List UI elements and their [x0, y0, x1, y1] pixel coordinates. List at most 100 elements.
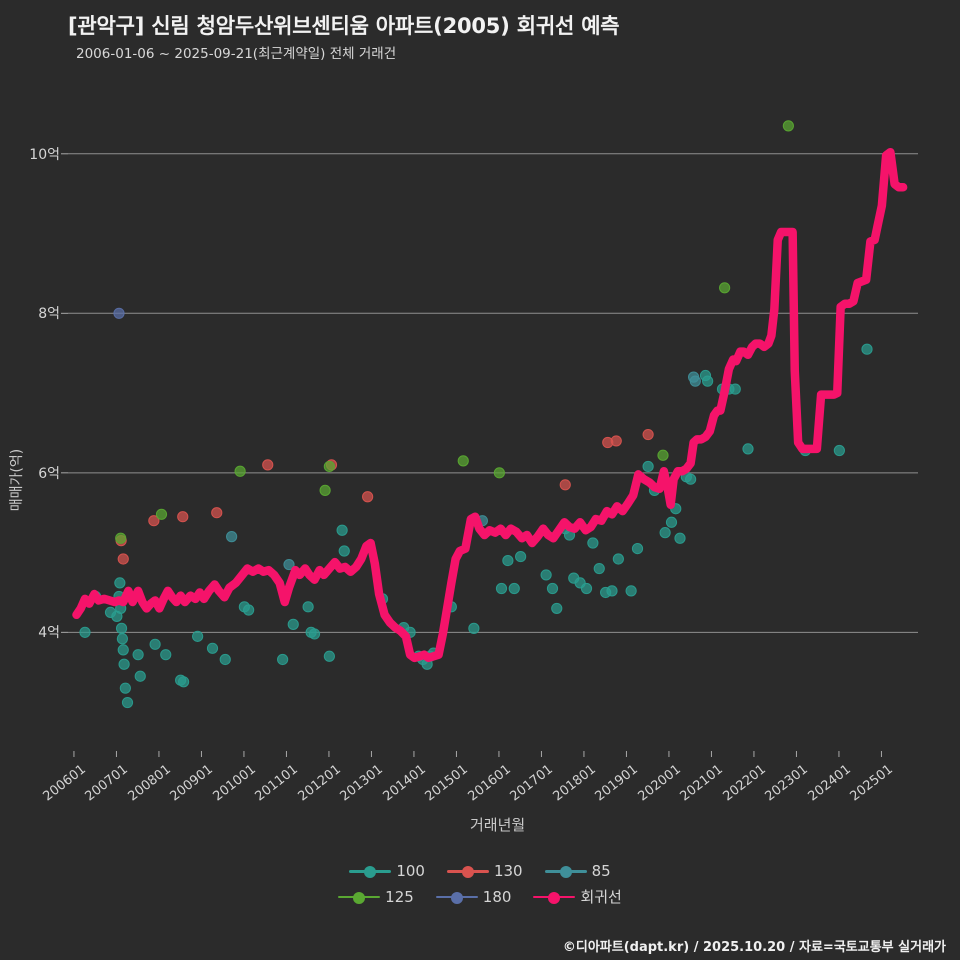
y-axis-ticks: [61, 153, 68, 633]
scatter-point: [559, 479, 571, 491]
scatter-point: [79, 626, 91, 638]
y-axis-title: 매매가(억): [9, 448, 25, 512]
gridlines: [68, 153, 918, 633]
legend-row: 125 180 회귀선: [329, 886, 631, 907]
scatter-point: [117, 644, 129, 656]
scatter-point: [689, 375, 701, 387]
scatter-point: [115, 532, 127, 544]
scatter-point: [612, 553, 624, 565]
regression-line: [72, 147, 908, 663]
scatter-point: [642, 428, 654, 441]
footer-credit: ©디아파트(dapt.kr) / 2025.10.20 / 자료=국토교통부 실…: [562, 940, 946, 955]
scatter-point: [323, 650, 335, 662]
scatter-point: [116, 633, 129, 645]
scatter-point: [338, 545, 350, 557]
scatter-series-130: [115, 428, 654, 565]
scatter-point: [323, 460, 335, 473]
scatter-point: [631, 543, 644, 555]
scatter-point: [508, 582, 520, 595]
scatter-point: [118, 658, 130, 670]
scatter-point: [287, 618, 299, 630]
legend-item-회귀선[interactable]: 회귀선: [533, 886, 622, 907]
scatter-point: [729, 383, 741, 395]
legend-item-85[interactable]: 85: [544, 862, 611, 880]
legend-row: 100 130 85: [340, 862, 619, 880]
scatter-point: [495, 582, 508, 595]
scatter-point: [502, 554, 514, 567]
legend-label: 130: [493, 862, 523, 880]
y-tick-label: 4억: [38, 625, 60, 642]
scatter-point: [457, 455, 469, 467]
legend-dot-swatch: [353, 891, 366, 904]
scatter-point: [610, 435, 622, 447]
scatter-point: [362, 491, 374, 503]
scatter-point: [625, 585, 637, 597]
y-tick-label: 6억: [38, 465, 60, 482]
scatter-point: [551, 602, 563, 615]
scatter-series-125: [115, 120, 794, 544]
scatter-point: [121, 696, 134, 709]
scatter-point: [148, 515, 160, 527]
scatter-point: [674, 532, 686, 544]
scatter-point: [665, 516, 678, 528]
scatter-point: [114, 577, 126, 589]
scatter-point: [283, 558, 295, 571]
scatter-point: [211, 507, 223, 519]
legend-marker-icon: [338, 890, 381, 904]
scatter-point: [685, 473, 697, 485]
scatter-point: [117, 553, 129, 565]
scatter-point: [642, 460, 654, 473]
scatter-point: [657, 449, 669, 461]
scatter-point: [659, 527, 671, 539]
scatter-point: [861, 343, 873, 355]
scatter-point: [113, 307, 125, 319]
scatter-point: [160, 649, 172, 661]
legend-label: 125: [385, 887, 414, 906]
scatter-point: [119, 682, 131, 694]
scatter-point: [149, 638, 161, 650]
legend-label: 회귀선: [580, 888, 622, 906]
legend-label: 180: [482, 887, 512, 906]
chart-legend: 100 130 85 125 180 회귀선: [0, 862, 960, 907]
y-tick-label: 8억: [38, 306, 60, 323]
scatter-point: [115, 622, 128, 634]
scatter-point: [192, 630, 204, 642]
legend-item-125[interactable]: 125: [338, 888, 414, 906]
scatter-point: [134, 670, 146, 682]
scatter-point: [540, 569, 552, 581]
scatter-point: [587, 537, 599, 549]
scatter-point: [546, 582, 559, 595]
scatter-point: [336, 524, 348, 536]
legend-label: 85: [591, 862, 611, 880]
scatter-point: [155, 508, 168, 520]
legend-dot-swatch: [548, 891, 561, 904]
scatter-point: [206, 642, 219, 654]
legend-item-180[interactable]: 180: [435, 887, 512, 906]
y-tick-label: 10억: [29, 146, 60, 163]
scatter-point: [177, 511, 189, 523]
scatter-point: [226, 531, 238, 543]
legend-item-130[interactable]: 130: [446, 862, 523, 880]
x-axis-ticks: [73, 751, 882, 757]
legend-dot-swatch: [450, 891, 463, 904]
scatter-point: [833, 444, 845, 457]
scatter-point: [178, 676, 190, 688]
legend-marker-icon: [533, 890, 576, 904]
scatter-point: [593, 562, 605, 575]
scatter-point: [606, 585, 618, 597]
scatter-point: [580, 582, 593, 595]
scatter-point: [782, 120, 794, 132]
scatter-point: [234, 465, 246, 477]
legend-marker-icon: [446, 864, 489, 878]
scatter-point: [277, 653, 289, 666]
scatter-point: [515, 550, 527, 563]
legend-marker-icon: [349, 864, 392, 878]
legend-marker-icon: [544, 864, 587, 878]
scatter-point: [702, 375, 714, 387]
scatter-series-85: [226, 371, 701, 571]
scatter-point: [132, 649, 144, 661]
legend-item-100[interactable]: 100: [349, 862, 425, 880]
scatter-point: [262, 459, 274, 471]
page-subtitle: 2006-01-06 ~ 2025-09-21(최근계약일) 전체 거래건: [76, 46, 397, 62]
x-axis-title: 거래년월: [470, 816, 526, 834]
